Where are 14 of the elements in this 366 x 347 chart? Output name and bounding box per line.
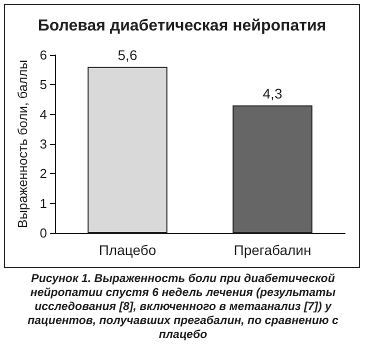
text: Рисунок 1. Выраженность боли при диабетической нейропатии спустя 6 недель лечения (результаты исследования [8], включенного в метаанализ [7]) у пациентов, получавших прегабалин, по сравнению с плацебо: [26, 272, 340, 342]
y-axis-title: Выраженность боли, баллы: [14, 60, 30, 228]
x-tick-label: Плацебо: [98, 242, 156, 258]
y-tick-label: 6: [40, 48, 47, 62]
data-label: 4,3: [262, 85, 282, 102]
y-tick-label: 1: [40, 196, 47, 211]
x-tick-label: Прегабалин: [234, 242, 312, 258]
chart-title: Болевая диабетическая нейропатия: [38, 18, 326, 34]
y-tick-label: 4: [40, 106, 47, 122]
y-tick-label: 2: [40, 166, 47, 182]
y-tick-label: 3: [40, 136, 47, 152]
data-label: 5,6: [118, 46, 138, 63]
y-tick-label: 0: [40, 226, 47, 240]
y-tick-label: 5: [40, 77, 47, 92]
